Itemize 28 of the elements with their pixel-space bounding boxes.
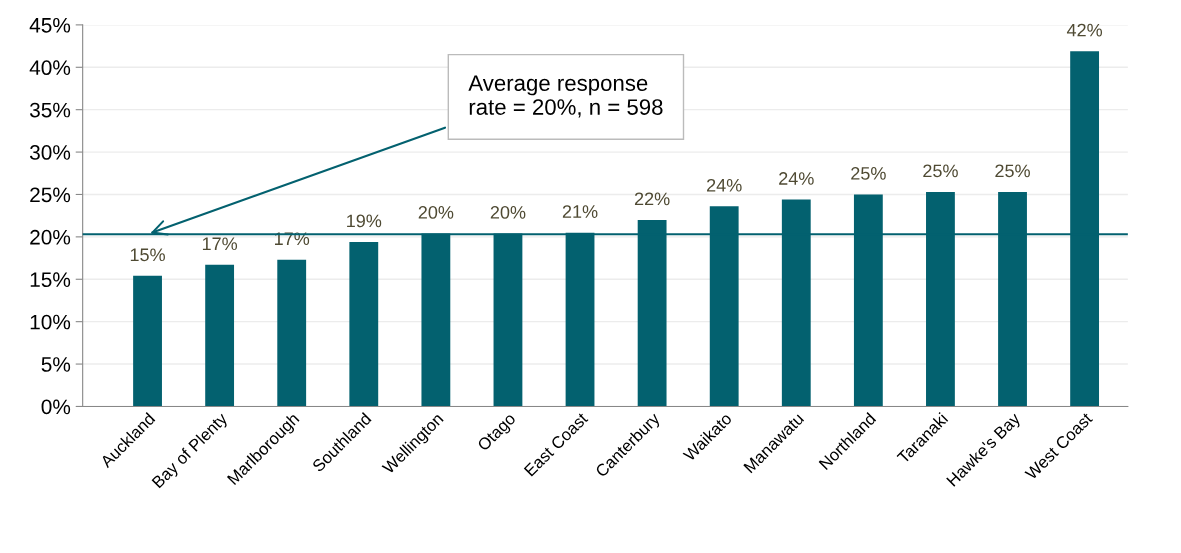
data-label: 20% — [490, 206, 526, 219]
y-tick-label: 15% — [30, 272, 71, 288]
data-label: 25% — [923, 164, 958, 178]
data-label: 17% — [202, 237, 238, 251]
y-tick-label: 25% — [30, 187, 71, 203]
data-label: 25% — [851, 167, 886, 180]
annotation: Average response rate = 20%, n = 598 — [468, 75, 663, 118]
y-tick-label: 30% — [29, 145, 71, 160]
y-tick-label: 45% — [29, 17, 71, 33]
y-tick-label: 0% — [41, 399, 71, 415]
data-label: 22% — [634, 192, 670, 206]
bar — [349, 241, 379, 407]
data-label: 20% — [418, 206, 454, 219]
data-label: 19% — [347, 214, 382, 228]
data-label: 24% — [779, 172, 814, 185]
y-tick-label: 20% — [30, 229, 71, 245]
bar — [133, 275, 162, 407]
bar — [277, 259, 307, 407]
y-tick-label: 5% — [41, 357, 71, 372]
data-label: 21% — [562, 205, 598, 218]
y-tick-label: 35% — [29, 102, 71, 118]
y-tick-label: 10% — [30, 314, 71, 330]
data-label: 15% — [130, 248, 165, 262]
data-label: 24% — [707, 178, 742, 192]
y-tick-label: 40% — [29, 60, 71, 76]
bar — [205, 264, 235, 407]
data-label: 42% — [1066, 23, 1103, 37]
data-label: 25% — [995, 164, 1030, 178]
